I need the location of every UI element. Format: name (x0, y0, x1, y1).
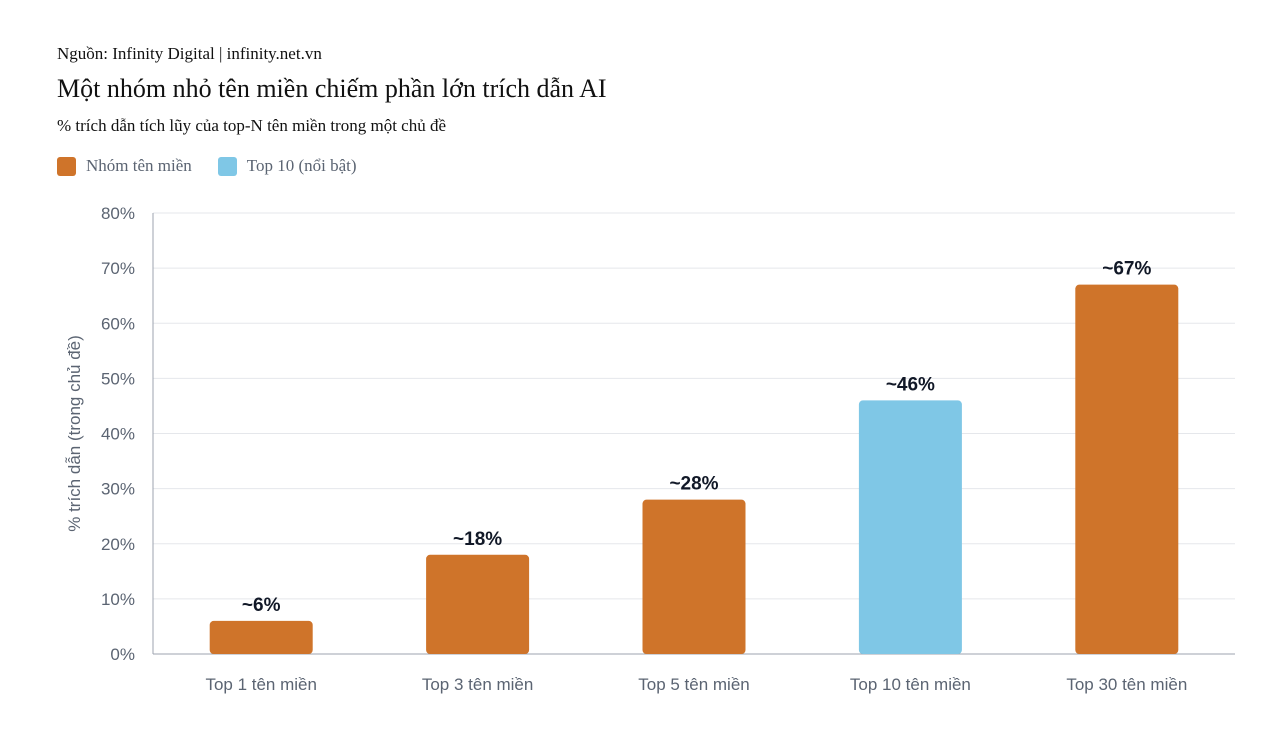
legend-item-highlight[interactable]: Top 10 (nổi bật) (217, 156, 357, 176)
bar[interactable] (642, 499, 746, 654)
bar[interactable] (1075, 284, 1179, 654)
y-tick-label: 50% (101, 369, 135, 388)
legend-swatch-base (57, 156, 76, 176)
legend-label-base: Nhóm tên miền (86, 156, 192, 175)
x-category-label: Top 1 tên miền (205, 675, 317, 694)
y-tick-label: 20% (101, 535, 135, 554)
legend-label-highlight: Top 10 (nổi bật) (246, 156, 357, 175)
data-label: ~67% (1102, 259, 1151, 280)
data-label: ~6% (242, 595, 281, 616)
y-tick-label: 0% (110, 645, 135, 664)
x-category-label: Top 3 tên miền (422, 675, 534, 694)
y-tick-label: 10% (101, 590, 135, 609)
data-label: ~18% (453, 529, 502, 550)
chart-title: Một nhóm nhỏ tên miền chiếm phần lớn trí… (57, 74, 607, 103)
data-label: ~28% (669, 474, 718, 495)
legend: Nhóm tên miền Top 10 (nổi bật) (57, 156, 357, 176)
x-axis-categories: Top 1 tên miền Top 3 tên miền Top 5 tên mi… (205, 675, 1187, 694)
y-tick-label: 40% (101, 425, 135, 444)
x-category-label: Top 5 tên miền (638, 675, 750, 694)
bar[interactable] (426, 554, 530, 654)
y-axis-title: % trích dẫn (trong chủ đề) (65, 335, 84, 532)
bars (209, 284, 1179, 654)
bar[interactable] (209, 620, 313, 654)
y-tick-label: 70% (101, 259, 135, 278)
legend-swatch-highlight (217, 156, 237, 176)
x-category-label: Top 30 tên miền (1066, 675, 1187, 694)
bar[interactable] (858, 400, 962, 654)
y-axis-ticks: 0% 10% 20% 30% 40% 50% 60% 70% 80% (101, 204, 135, 664)
y-tick-label: 80% (101, 204, 135, 223)
source-note: Nguồn: Infinity Digital | infinity.net.v… (57, 44, 322, 63)
data-labels: ~6% ~18% ~28% ~46% ~67% (242, 259, 1152, 616)
y-tick-label: 30% (101, 480, 135, 499)
data-label: ~46% (886, 374, 935, 395)
legend-item-base[interactable]: Nhóm tên miền (57, 156, 192, 176)
chart-subtitle: % trích dẫn tích lũy của top-N tên miền … (57, 116, 447, 135)
x-category-label: Top 10 tên miền (850, 675, 971, 694)
y-tick-label: 60% (101, 314, 135, 333)
